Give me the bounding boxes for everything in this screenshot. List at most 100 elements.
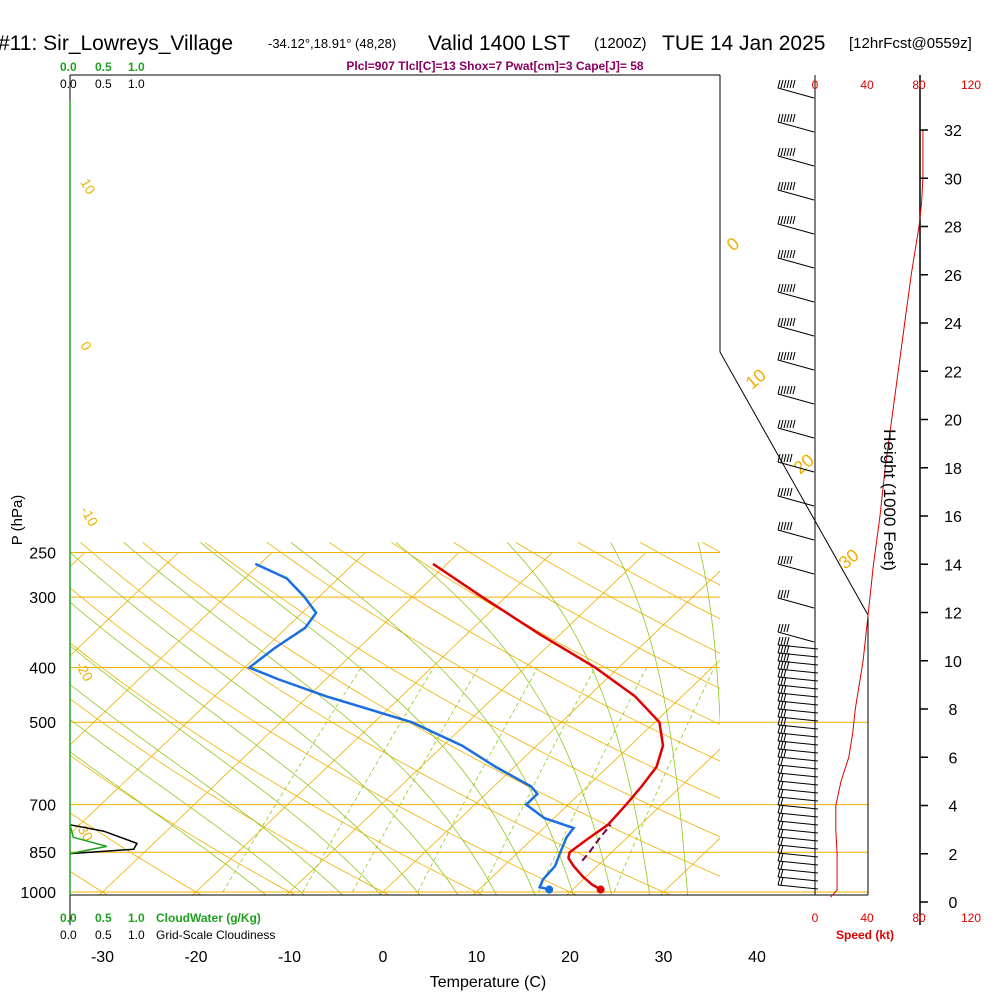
barb-feather xyxy=(777,796,781,806)
barb-feather xyxy=(780,652,784,662)
temp-tick-label: -30 xyxy=(91,949,114,966)
cloud-scale-top: 0.0 0.5 1.0 0.0 0.5 1.0 xyxy=(60,60,145,91)
barb-feather xyxy=(786,147,790,157)
dry-adiabat-line xyxy=(204,542,720,838)
barb-feather xyxy=(777,521,781,531)
barb-feather xyxy=(783,79,787,89)
height-tick-label: 22 xyxy=(944,364,962,381)
barb-feather xyxy=(780,732,784,742)
barb-shaft xyxy=(777,427,815,439)
barb-shaft xyxy=(777,708,819,714)
wind-barb xyxy=(777,700,819,714)
wind-barb xyxy=(777,283,815,303)
dry-adiabat-line xyxy=(80,542,672,895)
pressure-axis: 250 300 400 500 700 850 1000 xyxy=(20,545,56,902)
wind-barb xyxy=(777,852,819,866)
barb-feather xyxy=(783,351,787,361)
moist-adiabat-line xyxy=(70,683,344,895)
barb-feather xyxy=(792,351,796,361)
barb-feather xyxy=(777,668,781,678)
barb-feather xyxy=(780,780,784,790)
mixing-ratio-label: 3 xyxy=(343,903,360,917)
barb-feather xyxy=(783,487,787,497)
barb-feather xyxy=(780,852,784,862)
barb-feather xyxy=(780,419,784,429)
moist-adiabat-line xyxy=(506,542,651,895)
dry-adiabat-line xyxy=(889,542,1000,904)
barb-feather xyxy=(780,636,784,646)
isotherm-line xyxy=(566,748,720,895)
barb-shaft xyxy=(777,764,819,770)
barb-feather xyxy=(777,708,781,718)
isotherm-line xyxy=(932,552,1000,904)
barb-feather xyxy=(777,652,781,662)
valid-time: Valid 1400 LST xyxy=(428,32,570,55)
dry-adiabat-line xyxy=(266,542,720,799)
station-title: #11: Sir_Lowreys_Village xyxy=(0,32,233,55)
wind-barb xyxy=(777,724,819,738)
barb-feather xyxy=(780,692,784,702)
barb-shaft xyxy=(777,716,819,722)
dry-adiabat-line xyxy=(951,542,1000,904)
cloudiness-label: Grid-Scale Cloudiness xyxy=(156,928,275,942)
barb-feather xyxy=(777,732,781,742)
barb-feather xyxy=(777,317,781,327)
cloud-profiles xyxy=(69,100,139,895)
barb-feather xyxy=(783,660,787,670)
dry-adiabat-line xyxy=(0,542,27,904)
barb-feather xyxy=(777,764,781,774)
wind-barb xyxy=(777,684,819,698)
barb-feather xyxy=(789,487,793,497)
barb-feather xyxy=(783,113,787,123)
barb-shaft xyxy=(777,87,815,99)
barb-feather xyxy=(780,521,784,531)
height-tick-label: 18 xyxy=(944,461,962,478)
barb-feather xyxy=(786,453,790,463)
wind-barb xyxy=(777,249,815,269)
barb-feather xyxy=(777,385,781,395)
barb-feather xyxy=(780,181,784,191)
barb-feather xyxy=(783,555,787,565)
barb-feather xyxy=(780,716,784,726)
wind-barb xyxy=(777,868,819,882)
barb-feather xyxy=(783,147,787,157)
dry-adiabat-line xyxy=(70,812,202,895)
barb-feather xyxy=(780,644,784,654)
barb-feather xyxy=(783,748,787,758)
wind-barb xyxy=(777,147,815,167)
barb-shaft xyxy=(777,652,819,658)
barb-feather xyxy=(789,317,793,327)
barb-feather xyxy=(780,555,784,565)
cw-tick-top: 0.5 xyxy=(95,60,112,74)
isotherm-line xyxy=(472,659,720,895)
barb-feather xyxy=(777,181,781,191)
wind-barb xyxy=(777,351,815,371)
barb-feather xyxy=(783,684,787,694)
barb-feather xyxy=(777,249,781,259)
barb-shaft xyxy=(777,860,819,866)
barb-feather xyxy=(780,748,784,758)
barb-feather xyxy=(783,700,787,710)
barb-feather xyxy=(777,487,781,497)
barb-feather xyxy=(780,684,784,694)
wind-barb xyxy=(777,692,819,706)
barb-feather xyxy=(777,113,781,123)
wind-barb xyxy=(777,636,819,650)
barb-feather xyxy=(780,804,784,814)
barb-feather xyxy=(789,249,793,259)
dry-adiabat-line xyxy=(142,542,720,877)
height-tick-label: 4 xyxy=(949,799,958,816)
temp-tick-label: 0 xyxy=(379,949,388,966)
wind-barb xyxy=(777,836,819,850)
barb-feather xyxy=(780,836,784,846)
barb-shaft xyxy=(777,676,819,682)
barb-feather xyxy=(792,283,796,293)
barb-feather xyxy=(783,623,787,633)
wind-barb xyxy=(777,317,815,337)
temp-tick-label: 20 xyxy=(561,949,579,966)
barb-shaft xyxy=(777,660,819,666)
barb-shaft xyxy=(777,189,815,201)
barb-feather xyxy=(780,487,784,497)
barb-feather xyxy=(783,644,787,654)
barb-shaft xyxy=(777,563,815,575)
